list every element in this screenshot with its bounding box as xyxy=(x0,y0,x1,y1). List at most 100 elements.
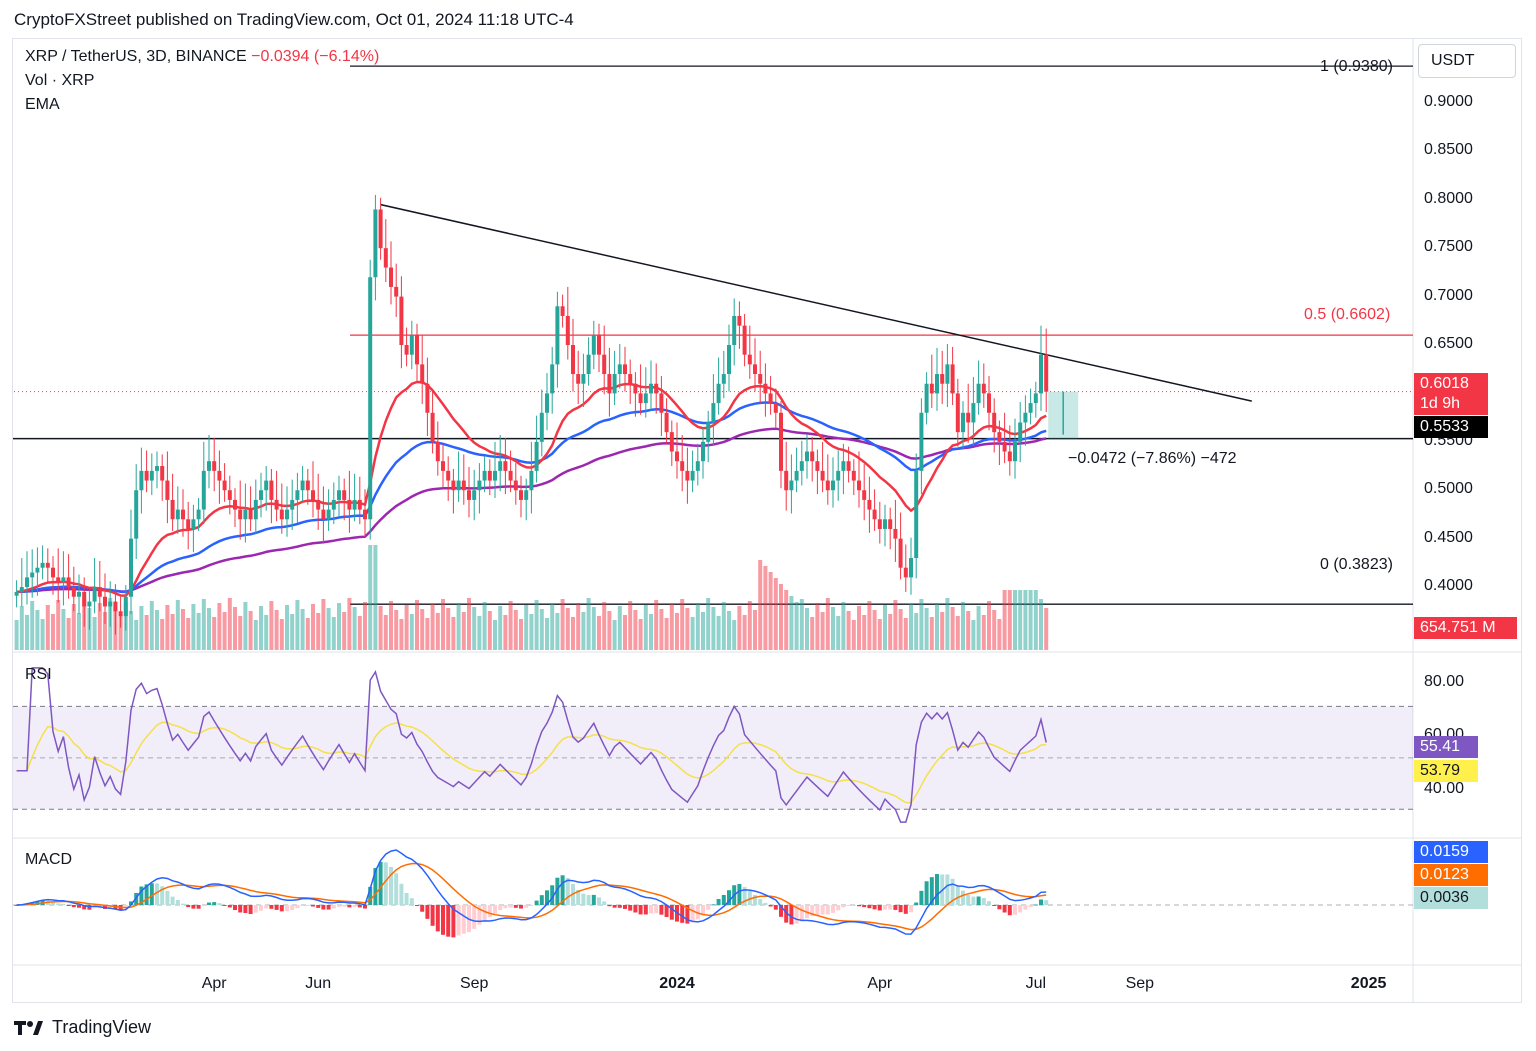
volume-bar xyxy=(321,599,325,650)
volume-bar xyxy=(207,608,211,650)
volume-bar xyxy=(1018,590,1022,650)
macd-histogram-bar xyxy=(862,905,866,907)
candle-body xyxy=(977,384,981,403)
volume-bar xyxy=(243,602,247,650)
volume-bar xyxy=(847,611,851,650)
price-tick-label: 0.8500 xyxy=(1424,141,1473,159)
macd-title[interactable]: MACD xyxy=(25,851,72,869)
macd-histogram-bar xyxy=(1003,905,1007,913)
macd-histogram-bar xyxy=(763,903,767,905)
candle-body xyxy=(134,490,138,538)
volume-bar xyxy=(61,609,65,650)
candle-body xyxy=(82,592,86,607)
candle-body xyxy=(358,500,362,510)
volume-bar xyxy=(191,604,195,650)
candle-body xyxy=(155,466,159,471)
price-tick-label: 0.5000 xyxy=(1424,480,1473,498)
chart-canvas[interactable] xyxy=(0,0,1536,1051)
candle-body xyxy=(899,539,903,568)
candle-body xyxy=(405,345,409,355)
candle-body xyxy=(503,461,507,471)
macd-histogram-bar xyxy=(878,905,882,910)
countdown-tag: 1d 9h xyxy=(1414,393,1488,415)
candle-body xyxy=(467,490,471,500)
candle-body xyxy=(67,577,71,587)
candle-body xyxy=(410,335,414,354)
volume-bar xyxy=(1008,590,1012,650)
candle-body xyxy=(150,471,154,481)
volume-bar xyxy=(613,620,617,650)
candle-body xyxy=(717,384,721,403)
macd-histogram-bar xyxy=(311,905,315,907)
volume-bar xyxy=(904,618,908,650)
descending-trendline xyxy=(381,205,1252,401)
candle-body xyxy=(956,393,960,432)
volume-bar xyxy=(763,566,767,650)
candle-body xyxy=(160,466,164,481)
volume-bar xyxy=(607,611,611,650)
volume-bar xyxy=(228,598,232,650)
macd-histogram-bar xyxy=(347,905,351,907)
volume-bar xyxy=(1023,590,1027,650)
macd-histogram-bar xyxy=(737,884,741,905)
candle-body xyxy=(581,374,585,384)
macd-histogram-bar xyxy=(410,898,414,905)
macd-histogram-bar xyxy=(836,905,840,910)
macd-histogram-bar xyxy=(821,905,825,915)
candle-body xyxy=(384,248,388,267)
volume-bar xyxy=(275,610,279,650)
candle-body xyxy=(935,374,939,393)
volume-bar xyxy=(675,613,679,650)
volume-bar xyxy=(654,600,658,650)
candle-body xyxy=(659,393,663,412)
volume-bar xyxy=(956,616,960,650)
volume-bar xyxy=(618,606,622,650)
fib-level-0.5: 0.5 (0.6602) xyxy=(1304,306,1390,324)
volume-bar xyxy=(332,617,336,650)
ema-legend[interactable]: EMA xyxy=(25,96,60,114)
macd-histogram-bar xyxy=(498,905,502,910)
candle-body xyxy=(805,452,809,462)
candle-body xyxy=(93,587,97,602)
candle-body xyxy=(457,481,461,491)
volume-bar xyxy=(659,609,663,650)
candle-body xyxy=(379,209,383,248)
macd-histogram-bar xyxy=(1008,905,1012,915)
volume-bar xyxy=(597,616,601,650)
candle-body xyxy=(800,461,804,471)
volume-legend[interactable]: Vol · XRP xyxy=(25,72,94,90)
macd-histogram-bar xyxy=(399,884,403,905)
candle-body xyxy=(904,568,908,578)
macd-histogram-bar xyxy=(597,897,601,905)
candle-body xyxy=(20,587,24,592)
candle-body xyxy=(342,490,346,500)
tradingview-brand: TradingView xyxy=(52,1017,151,1038)
macd-histogram-bar xyxy=(228,905,232,907)
price-tick-label: 0.7000 xyxy=(1424,287,1473,305)
volume-bar xyxy=(160,619,164,650)
candle-body xyxy=(436,442,440,461)
candle-body xyxy=(77,592,81,597)
volume-bar xyxy=(883,605,887,650)
candle-body xyxy=(639,393,643,403)
macd-histogram-bar xyxy=(316,905,320,908)
candle-body xyxy=(514,481,518,491)
candle-body xyxy=(555,306,559,364)
rsi-title[interactable]: RSI xyxy=(25,666,52,684)
candle-body xyxy=(87,602,91,607)
candle-body xyxy=(25,577,29,587)
volume-bar xyxy=(826,598,830,650)
currency-unit-selector[interactable]: USDT xyxy=(1418,44,1516,78)
volume-bar xyxy=(77,613,81,650)
candle-body xyxy=(441,461,445,471)
candle-body xyxy=(15,592,19,596)
symbol-legend[interactable]: XRP / TetherUS, 3D, BINANCE −0.0394 (−6.… xyxy=(25,48,379,66)
volume-bar xyxy=(878,619,882,650)
volume-bar xyxy=(20,606,24,650)
candle-body xyxy=(727,345,731,374)
macd-histogram-bar xyxy=(290,905,294,910)
volume-bar xyxy=(987,601,991,650)
candle-body xyxy=(509,471,513,481)
candle-body xyxy=(337,490,341,500)
tradingview-logo[interactable]: TradingView xyxy=(14,1017,151,1038)
